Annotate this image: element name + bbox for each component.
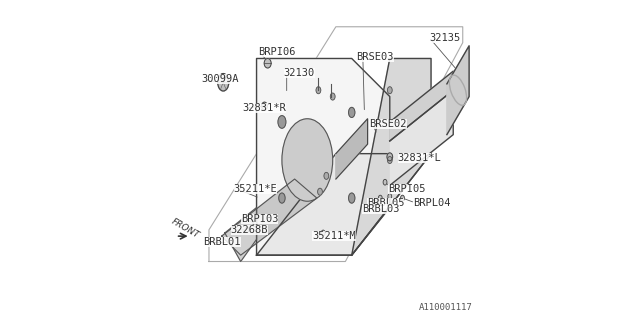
Polygon shape [225,208,257,261]
Ellipse shape [387,87,392,94]
Polygon shape [390,71,453,141]
Ellipse shape [218,74,228,91]
Text: 32135: 32135 [429,33,461,43]
Text: BRPI05: BRPI05 [388,184,426,194]
Ellipse shape [401,195,404,201]
Polygon shape [257,59,390,255]
Ellipse shape [330,93,335,100]
Polygon shape [336,119,367,179]
Text: BRBL03: BRBL03 [362,204,400,214]
Ellipse shape [321,230,325,236]
Text: BRPL04: BRPL04 [413,198,451,208]
Text: BRBL05: BRBL05 [367,198,404,208]
Ellipse shape [387,156,392,164]
Ellipse shape [375,202,379,207]
Text: A110001117: A110001117 [419,303,472,312]
Ellipse shape [278,116,286,128]
Ellipse shape [317,188,323,195]
Polygon shape [447,46,469,135]
Ellipse shape [279,193,285,203]
Ellipse shape [282,119,333,201]
Text: BRPI06: BRPI06 [258,47,296,57]
Ellipse shape [316,87,321,94]
Text: BRSE03: BRSE03 [356,52,394,62]
Ellipse shape [264,59,271,68]
Ellipse shape [349,107,355,117]
Ellipse shape [253,220,257,226]
Text: 35211*M: 35211*M [312,231,356,241]
Polygon shape [390,90,453,185]
Polygon shape [352,59,431,255]
Text: 32268B: 32268B [230,225,268,235]
Text: BRSE02: BRSE02 [369,118,406,129]
Text: 32831*L: 32831*L [397,153,442,164]
Ellipse shape [324,172,329,179]
Ellipse shape [387,153,393,161]
Text: BRBL01: BRBL01 [204,237,241,247]
Text: BRPI03: BRPI03 [241,214,278,224]
Ellipse shape [262,102,268,110]
Polygon shape [221,179,317,255]
Ellipse shape [383,179,387,185]
Ellipse shape [378,195,382,201]
Ellipse shape [388,194,392,199]
Text: 32831*R: 32831*R [243,103,286,113]
Text: 35211*E: 35211*E [234,184,278,194]
Text: FRONT: FRONT [170,217,201,240]
Ellipse shape [245,227,249,233]
Polygon shape [257,154,431,255]
Text: 30099A: 30099A [201,74,239,84]
Text: 32130: 32130 [284,68,315,78]
Ellipse shape [349,193,355,203]
